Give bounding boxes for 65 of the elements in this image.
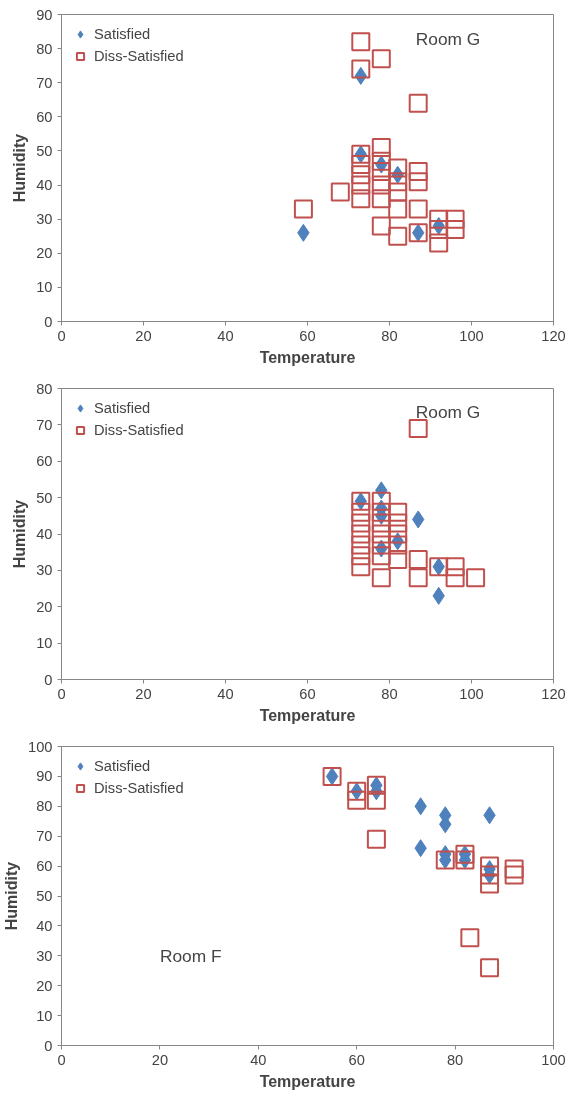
x-tick-label: 40 bbox=[250, 1051, 267, 1068]
y-tick-label: 40 bbox=[36, 177, 53, 194]
legend-label: Diss-Satisfied bbox=[94, 48, 184, 64]
x-tick-label: 0 bbox=[57, 327, 66, 344]
x-tick-label: 0 bbox=[57, 1051, 66, 1068]
y-tick-label: 40 bbox=[36, 917, 53, 934]
y-tick-label: 20 bbox=[36, 977, 53, 994]
y-tick-label: 80 bbox=[36, 40, 53, 57]
y-tick-label: 70 bbox=[36, 74, 53, 91]
legend-label: Diss-Satisfied bbox=[94, 422, 184, 438]
y-axis-title: Humidity bbox=[11, 133, 29, 203]
annotation: Room F bbox=[159, 945, 222, 966]
y-tick-label: 30 bbox=[36, 562, 53, 579]
x-axis-title: Temperature bbox=[259, 348, 356, 366]
x-tick-label: 20 bbox=[151, 1051, 169, 1068]
y-tick-label: 90 bbox=[36, 6, 53, 23]
x-axis-title: Temperature bbox=[259, 706, 356, 724]
y-tick-label: 20 bbox=[36, 245, 53, 262]
annotation: Room G bbox=[415, 401, 481, 422]
y-tick-label: 30 bbox=[36, 947, 53, 964]
y-tick-label: 50 bbox=[36, 489, 53, 506]
x-tick-label: 60 bbox=[348, 1051, 365, 1068]
y-tick-label: 0 bbox=[44, 671, 53, 688]
y-tick-label: 10 bbox=[36, 279, 53, 296]
x-tick-label: 40 bbox=[217, 327, 234, 344]
x-tick-label: 60 bbox=[299, 685, 316, 702]
y-tick-label: 0 bbox=[44, 313, 53, 330]
y-axis-title: Humidity bbox=[3, 861, 21, 931]
x-tick-label: 100 bbox=[541, 1051, 566, 1068]
y-tick-label: 60 bbox=[36, 858, 53, 875]
y-axis-title: Humidity bbox=[11, 499, 29, 569]
legend-label: Satisfied bbox=[94, 26, 151, 42]
x-tick-label: 80 bbox=[381, 685, 398, 702]
y-tick-label: 20 bbox=[36, 598, 53, 615]
x-tick-label: 120 bbox=[541, 327, 566, 344]
x-tick-label: 20 bbox=[135, 685, 152, 702]
y-tick-label: 80 bbox=[36, 380, 53, 397]
y-tick-label: 40 bbox=[36, 526, 53, 542]
y-tick-label: 80 bbox=[36, 798, 53, 815]
x-tick-label: 80 bbox=[381, 327, 398, 344]
x-tick-label: 60 bbox=[299, 327, 316, 344]
x-tick-label: 100 bbox=[459, 327, 484, 344]
y-tick-label: 100 bbox=[28, 738, 53, 755]
annotation: Room G bbox=[415, 29, 481, 50]
y-tick-label: 10 bbox=[36, 635, 53, 652]
y-tick-label: 70 bbox=[36, 416, 53, 433]
x-tick-label: 80 bbox=[446, 1051, 464, 1068]
x-tick-label: 40 bbox=[217, 685, 234, 702]
legend-label: Diss-Satisfied bbox=[94, 780, 184, 796]
x-tick-label: 120 bbox=[541, 685, 566, 702]
legend-label: Satisfied bbox=[94, 758, 151, 774]
y-tick-label: 0 bbox=[44, 1037, 53, 1054]
x-tick-label: 20 bbox=[135, 327, 152, 344]
y-tick-label: 70 bbox=[36, 828, 53, 845]
x-tick-label: 0 bbox=[57, 685, 66, 702]
x-axis-title: Temperature bbox=[259, 1072, 356, 1090]
y-tick-label: 30 bbox=[36, 211, 53, 228]
y-tick-label: 90 bbox=[36, 768, 53, 785]
x-tick-label: 100 bbox=[459, 685, 484, 702]
y-tick-label: 60 bbox=[36, 108, 53, 125]
y-tick-label: 60 bbox=[36, 453, 53, 470]
y-tick-label: 50 bbox=[36, 888, 53, 904]
y-tick-label: 10 bbox=[36, 1007, 53, 1024]
legend-label: Satisfied bbox=[94, 400, 151, 416]
y-tick-label: 50 bbox=[36, 142, 53, 159]
